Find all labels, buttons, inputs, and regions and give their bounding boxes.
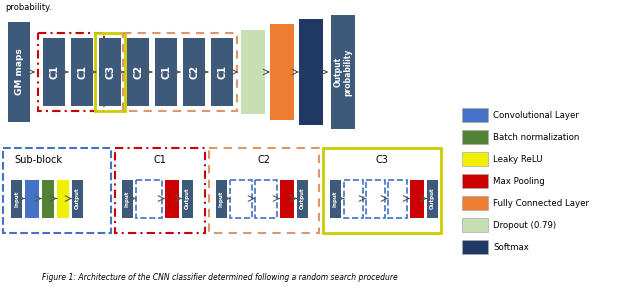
Bar <box>462 196 488 210</box>
Bar <box>230 179 252 217</box>
Bar <box>209 148 319 233</box>
Text: C1: C1 <box>77 65 87 79</box>
Bar <box>462 218 488 232</box>
Text: Output: Output <box>185 188 190 209</box>
Bar <box>388 179 407 217</box>
Bar <box>99 38 121 106</box>
Bar <box>127 38 149 106</box>
Text: Sub-block: Sub-block <box>14 155 62 165</box>
Bar <box>42 179 54 217</box>
Bar <box>38 33 104 111</box>
Text: GM maps: GM maps <box>15 49 24 95</box>
Bar <box>183 38 205 106</box>
Text: Output: Output <box>430 188 435 209</box>
Bar <box>211 38 233 106</box>
Bar <box>216 179 227 217</box>
Bar <box>462 174 488 188</box>
Bar <box>71 38 93 106</box>
Text: C3: C3 <box>376 155 388 165</box>
Bar <box>299 19 323 125</box>
Bar <box>331 15 355 129</box>
Bar <box>255 179 277 217</box>
Bar <box>462 108 488 122</box>
Text: C2: C2 <box>189 65 199 79</box>
Bar <box>366 179 385 217</box>
Bar <box>241 30 265 114</box>
Text: Softmax: Softmax <box>493 242 529 251</box>
Bar <box>8 22 30 122</box>
Bar <box>344 179 363 217</box>
Text: probability.: probability. <box>5 3 51 12</box>
Text: C2: C2 <box>133 65 143 79</box>
Bar <box>25 179 39 217</box>
Text: Output: Output <box>300 188 305 209</box>
Text: Input: Input <box>125 190 130 207</box>
Bar <box>43 38 65 106</box>
Text: Max Pooling: Max Pooling <box>493 177 545 185</box>
Text: C2: C2 <box>257 155 271 165</box>
Bar <box>297 179 308 217</box>
Text: Input: Input <box>333 190 338 207</box>
Text: Fully Connected Layer: Fully Connected Layer <box>493 198 589 207</box>
Bar <box>11 179 22 217</box>
Bar <box>95 33 125 111</box>
Bar <box>136 179 162 217</box>
Bar <box>462 130 488 144</box>
Bar <box>330 179 341 217</box>
Bar <box>3 148 111 233</box>
Bar <box>462 152 488 166</box>
Bar <box>410 179 424 217</box>
Text: Input: Input <box>219 190 224 207</box>
Bar <box>57 179 69 217</box>
Text: Leaky ReLU: Leaky ReLU <box>493 154 543 164</box>
Bar <box>323 148 441 233</box>
Bar <box>280 179 294 217</box>
Text: Figure 1: Architecture of the CNN classifier determined following a random searc: Figure 1: Architecture of the CNN classi… <box>42 274 398 283</box>
Text: C1: C1 <box>49 65 59 79</box>
Bar <box>165 179 179 217</box>
Text: Output: Output <box>75 188 80 209</box>
Bar <box>115 148 205 233</box>
Bar <box>427 179 438 217</box>
Bar <box>155 38 177 106</box>
Bar <box>182 179 193 217</box>
Bar <box>72 179 83 217</box>
Text: Convolutional Layer: Convolutional Layer <box>493 111 579 120</box>
Bar <box>462 240 488 254</box>
Bar <box>270 24 294 120</box>
Bar <box>122 179 133 217</box>
Text: C3: C3 <box>105 65 115 79</box>
Text: C1: C1 <box>161 65 171 79</box>
Text: C1: C1 <box>154 155 166 165</box>
Text: Input: Input <box>14 190 19 207</box>
Text: Dropout (0.79): Dropout (0.79) <box>493 221 556 230</box>
Text: C1: C1 <box>217 65 227 79</box>
Text: Batch normalization: Batch normalization <box>493 132 579 141</box>
Text: Output
probability: Output probability <box>333 48 353 96</box>
Bar <box>123 33 237 111</box>
